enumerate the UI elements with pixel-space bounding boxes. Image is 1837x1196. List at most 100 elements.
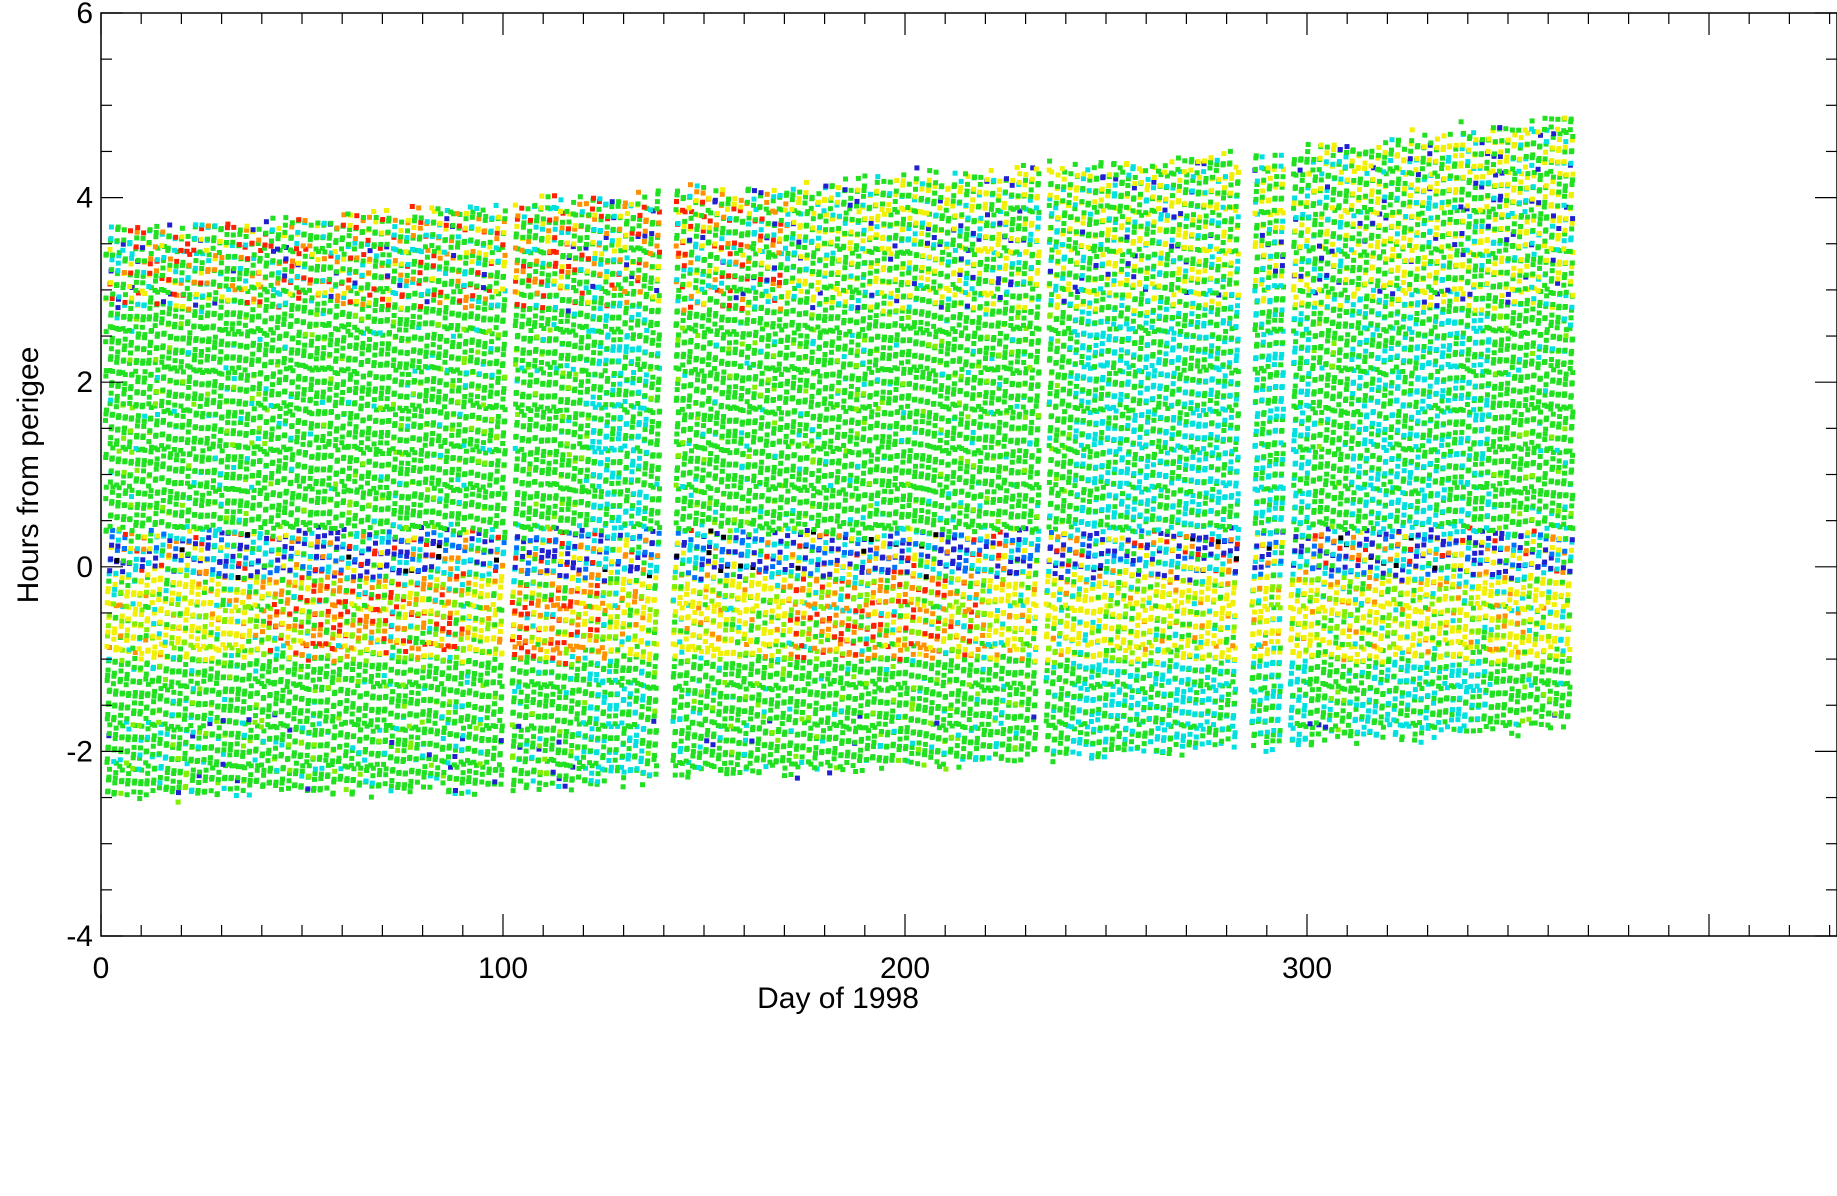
data-point [173, 392, 178, 397]
data-point [151, 778, 156, 783]
data-point [346, 212, 351, 217]
data-point [367, 344, 372, 349]
data-point [282, 520, 287, 525]
data-point [351, 733, 356, 738]
data-point [259, 763, 264, 768]
data-point [321, 278, 326, 283]
data-point [154, 467, 159, 472]
data-point [259, 607, 264, 612]
data-point [334, 238, 339, 243]
data-point [270, 548, 275, 553]
data-point [245, 300, 250, 305]
data-point [276, 464, 281, 469]
data-point [319, 655, 324, 660]
data-point [427, 713, 432, 718]
data-point [155, 257, 160, 262]
data-point [239, 531, 244, 536]
data-point [290, 457, 295, 462]
data-point [276, 232, 281, 237]
data-point [286, 786, 291, 791]
data-point [140, 289, 145, 294]
data-point [388, 723, 393, 728]
data-point [397, 770, 402, 775]
data-point [282, 549, 287, 554]
data-point [431, 376, 436, 381]
data-point [162, 331, 167, 336]
data-point [261, 695, 266, 700]
data-point [375, 681, 380, 686]
data-point [448, 572, 453, 577]
data-point [346, 561, 351, 566]
data-point [361, 215, 366, 220]
data-point [411, 270, 416, 275]
data-point [145, 572, 150, 577]
data-point [108, 354, 113, 359]
data-point [128, 351, 133, 356]
data-point [400, 292, 405, 297]
data-point [245, 456, 250, 461]
data-point [343, 604, 348, 609]
data-point [345, 732, 350, 737]
data-point [129, 539, 134, 544]
data-point [353, 557, 358, 562]
data-point [174, 259, 179, 264]
data-point [243, 279, 248, 284]
data-point [223, 327, 228, 332]
data-point [443, 394, 448, 399]
data-point [152, 645, 157, 650]
data-point [275, 522, 280, 527]
data-point [416, 769, 421, 774]
data-point [224, 442, 229, 447]
data-point [153, 511, 158, 516]
data-point [341, 257, 346, 262]
data-point [386, 230, 391, 235]
data-point [182, 713, 187, 718]
data-point [172, 248, 177, 253]
data-point [316, 409, 321, 414]
data-point [399, 228, 404, 233]
data-point [447, 699, 452, 704]
data-point [411, 552, 416, 557]
data-point [214, 637, 219, 642]
data-point [300, 575, 305, 580]
data-point [166, 246, 171, 251]
data-point [220, 602, 225, 607]
data-point [104, 329, 109, 334]
data-point [236, 329, 241, 334]
data-point [451, 411, 456, 416]
data-point [171, 779, 176, 784]
data-point [358, 618, 363, 623]
data-point [243, 286, 248, 291]
data-point [429, 684, 434, 689]
data-point [171, 580, 176, 585]
data-point [275, 768, 280, 773]
data-point [304, 686, 309, 691]
data-point [347, 466, 352, 471]
data-point [245, 224, 250, 229]
data-point [172, 568, 177, 573]
data-point [274, 696, 279, 701]
data-point [322, 423, 327, 428]
data-point [105, 673, 110, 678]
data-point [412, 334, 417, 339]
data-point [314, 351, 319, 356]
data-point [369, 674, 374, 679]
data-point [214, 759, 219, 764]
data-point [359, 317, 364, 322]
data-point [333, 370, 338, 375]
data-point [146, 648, 151, 653]
data-point [143, 638, 148, 643]
data-point [140, 325, 145, 330]
data-point [442, 250, 447, 255]
data-point [180, 510, 185, 515]
data-point [251, 385, 256, 390]
data-point [311, 633, 316, 638]
data-point [104, 296, 109, 301]
data-point [425, 451, 430, 456]
data-point [299, 740, 304, 745]
data-point [412, 458, 417, 463]
data-point [199, 309, 204, 314]
data-point [406, 262, 411, 267]
data-point [159, 243, 164, 248]
data-point [239, 255, 244, 260]
